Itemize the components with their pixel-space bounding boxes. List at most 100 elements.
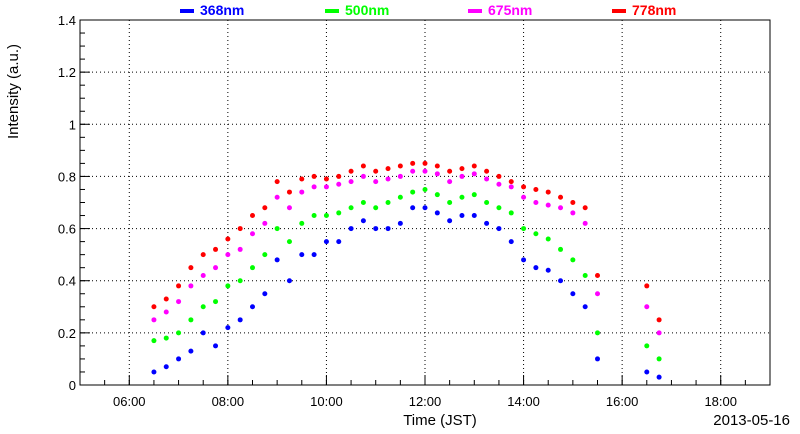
data-point	[373, 179, 379, 185]
data-point	[373, 168, 379, 174]
data-point	[422, 160, 428, 166]
data-point	[262, 291, 268, 297]
data-points	[151, 160, 662, 380]
data-point	[410, 189, 416, 195]
data-point	[323, 239, 329, 245]
axis-ticks: 06:00 08:00 10:00 12:00 14:00 16:00 18:00 0 0.2 0…	[58, 13, 771, 409]
data-point	[151, 369, 157, 375]
data-point	[385, 176, 391, 182]
series-500nm	[151, 186, 662, 362]
data-point	[262, 252, 268, 258]
data-point	[558, 278, 564, 284]
y-tick-label: 0.8	[58, 169, 76, 184]
data-point	[299, 252, 305, 258]
data-point	[176, 356, 182, 362]
data-point	[311, 213, 317, 219]
data-point	[521, 194, 527, 200]
data-point	[484, 176, 490, 182]
data-point	[360, 200, 366, 205]
data-point	[496, 205, 502, 211]
data-point	[323, 184, 329, 190]
data-point	[447, 200, 453, 205]
data-point	[348, 168, 354, 174]
data-point	[163, 364, 169, 370]
data-point	[508, 239, 514, 245]
data-point	[336, 173, 342, 179]
data-point	[644, 283, 650, 289]
data-point	[348, 226, 354, 232]
data-point	[299, 176, 305, 182]
data-point	[163, 335, 169, 341]
data-point	[385, 200, 391, 205]
data-point	[348, 205, 354, 211]
data-point	[397, 194, 403, 200]
data-point	[188, 348, 194, 354]
data-point	[545, 202, 551, 208]
x-tick-label: 08:00	[212, 394, 245, 409]
data-point	[508, 179, 514, 185]
data-point	[447, 168, 453, 174]
data-point	[225, 236, 231, 242]
data-point	[213, 299, 219, 305]
data-point	[200, 330, 206, 336]
data-point	[237, 317, 243, 323]
legend-swatch	[325, 9, 339, 13]
x-tick-label: 06:00	[113, 394, 146, 409]
data-point	[471, 171, 477, 177]
data-point	[422, 205, 428, 211]
data-point	[225, 252, 231, 258]
data-point	[213, 246, 219, 252]
data-point	[410, 205, 416, 211]
data-point	[151, 304, 157, 310]
data-point	[163, 296, 169, 302]
x-axis-label: Time (JST)	[403, 412, 477, 429]
data-point	[336, 181, 342, 187]
y-tick-label: 0.4	[58, 274, 76, 289]
data-point	[533, 186, 539, 192]
data-point	[558, 194, 564, 200]
data-point	[521, 184, 527, 190]
data-point	[299, 220, 305, 226]
data-point	[200, 273, 206, 278]
data-point	[250, 265, 255, 271]
data-point	[410, 168, 416, 174]
data-point	[447, 179, 453, 185]
data-point	[447, 218, 453, 224]
data-point	[545, 189, 551, 195]
data-point	[570, 210, 576, 216]
x-tick-label: 16:00	[606, 394, 639, 409]
data-point	[299, 189, 305, 195]
data-point	[213, 343, 219, 349]
data-point	[521, 226, 527, 232]
data-point	[471, 192, 477, 198]
series-675nm	[151, 168, 662, 336]
data-point	[582, 273, 588, 278]
legend-entry: 368nm	[200, 2, 244, 18]
data-point	[459, 166, 465, 172]
data-point	[225, 283, 231, 289]
data-point	[274, 194, 280, 200]
data-point	[311, 252, 317, 258]
data-point	[508, 184, 514, 190]
data-point	[262, 220, 268, 226]
data-point	[336, 210, 342, 216]
data-point	[176, 283, 182, 289]
data-point	[582, 220, 588, 226]
data-point	[459, 213, 465, 219]
data-point	[360, 163, 366, 169]
series-778nm	[151, 160, 662, 323]
data-point	[570, 257, 576, 263]
data-point	[176, 299, 182, 305]
y-axis-label: Intensity (a.u.)	[5, 44, 22, 139]
data-point	[582, 304, 588, 310]
data-point	[311, 184, 317, 190]
data-point	[151, 317, 157, 323]
data-point	[200, 304, 206, 310]
data-point	[373, 226, 379, 232]
data-point	[656, 317, 662, 323]
data-point	[385, 226, 391, 232]
data-point	[595, 273, 600, 278]
data-point	[459, 194, 465, 200]
